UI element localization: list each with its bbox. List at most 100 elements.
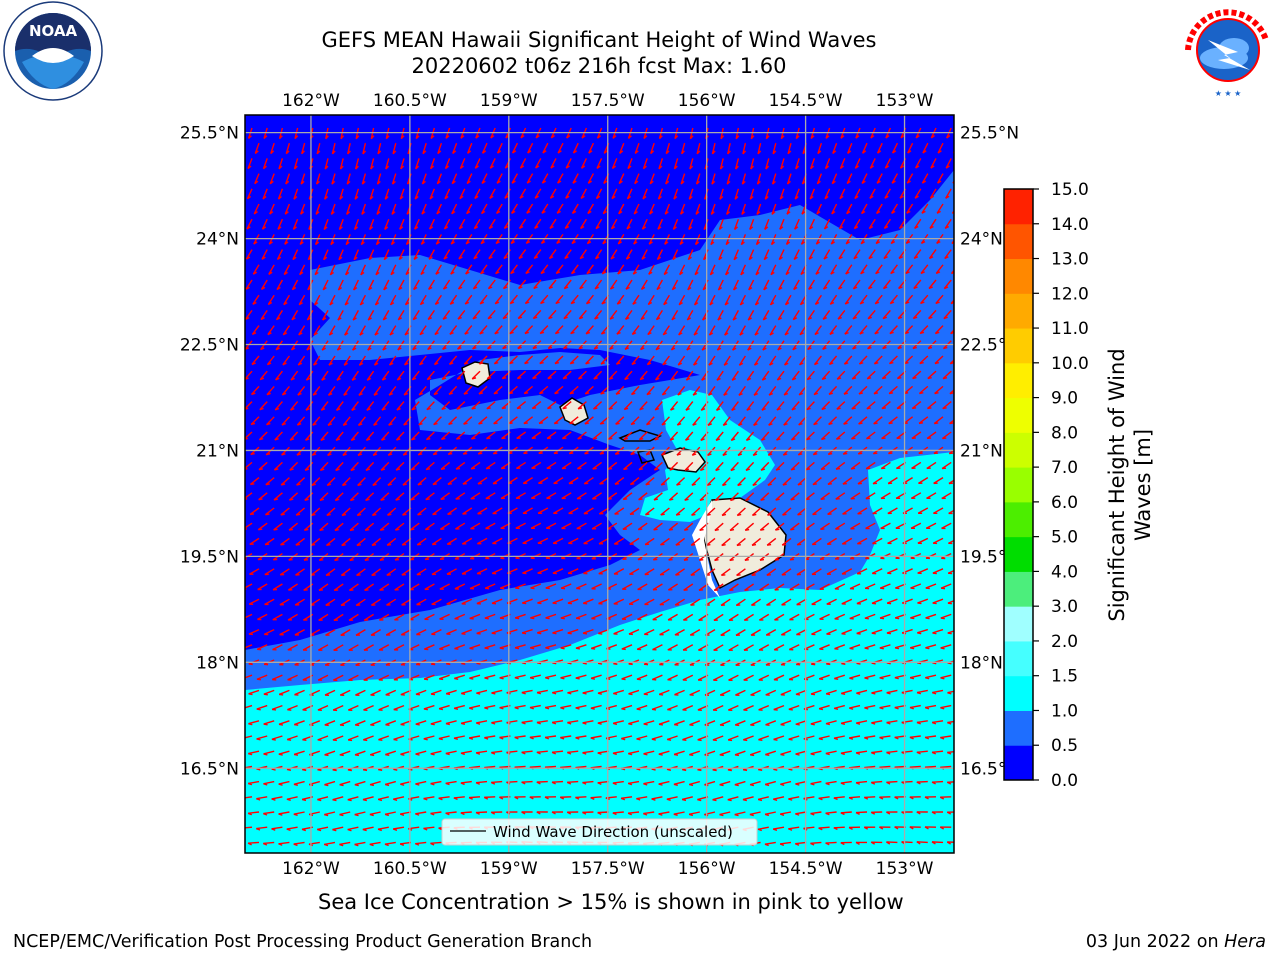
direction-arrow xyxy=(327,385,336,396)
direction-arrow-head xyxy=(890,271,895,275)
direction-arrow xyxy=(347,796,359,801)
direction-arrow-head xyxy=(723,423,728,427)
direction-arrow xyxy=(522,598,533,604)
direction-arrow-head xyxy=(555,271,561,275)
direction-arrow-head xyxy=(662,392,667,396)
direction-arrow xyxy=(920,294,929,304)
direction-arrow xyxy=(879,765,891,769)
direction-arrow-head xyxy=(867,316,873,320)
direction-arrow-head xyxy=(770,302,775,306)
direction-arrow-head xyxy=(399,843,405,846)
direction-arrow xyxy=(925,613,937,619)
direction-arrow-head xyxy=(256,827,261,831)
direction-arrow-head xyxy=(281,422,286,426)
direction-arrow-head xyxy=(702,317,707,321)
direction-arrow xyxy=(453,735,465,739)
direction-arrow-head xyxy=(312,453,317,456)
direction-arrow-head xyxy=(597,135,602,139)
colorbar-tick-label: 2.0 xyxy=(1051,632,1078,652)
direction-arrow-head xyxy=(600,422,605,425)
direction-arrow xyxy=(508,355,518,365)
direction-arrow xyxy=(809,188,816,200)
direction-arrow-head xyxy=(734,784,739,787)
direction-arrow xyxy=(825,689,837,695)
direction-arrow-head xyxy=(278,753,283,756)
direction-arrow-head xyxy=(452,150,457,155)
colorbar-bin xyxy=(1004,745,1033,781)
direction-arrow-head xyxy=(471,407,476,410)
direction-arrow xyxy=(580,158,588,169)
direction-arrow xyxy=(251,385,260,395)
direction-arrow xyxy=(551,780,564,783)
direction-arrow-head xyxy=(514,647,520,650)
direction-arrow xyxy=(652,613,663,621)
direction-arrow xyxy=(480,264,488,275)
direction-arrow xyxy=(652,583,663,591)
direction-arrow xyxy=(474,158,481,169)
direction-arrow xyxy=(445,720,457,725)
direction-arrow xyxy=(886,720,898,724)
direction-arrow-head xyxy=(886,692,891,695)
direction-arrow-head xyxy=(602,241,607,245)
direction-arrow-head xyxy=(658,723,664,726)
direction-arrow xyxy=(734,158,740,170)
direction-arrow-head xyxy=(570,301,576,305)
direction-arrow-head xyxy=(909,706,914,710)
direction-arrow-head xyxy=(918,422,924,425)
direction-arrow-head xyxy=(547,376,552,380)
direction-arrow xyxy=(291,310,299,321)
direction-arrow-head xyxy=(827,483,832,486)
direction-arrow xyxy=(882,309,891,320)
direction-arrow-head xyxy=(471,437,476,440)
direction-arrow xyxy=(889,294,898,305)
direction-arrow-head xyxy=(445,782,450,786)
direction-arrow xyxy=(795,750,807,755)
direction-arrow xyxy=(344,294,351,306)
direction-arrow-head xyxy=(679,241,684,246)
direction-arrow-head xyxy=(874,301,880,305)
direction-arrow xyxy=(750,127,755,139)
direction-arrow-head xyxy=(692,392,698,396)
direction-arrow xyxy=(446,598,457,605)
direction-arrow xyxy=(580,188,588,199)
direction-arrow xyxy=(669,431,679,441)
direction-arrow xyxy=(341,477,351,486)
direction-arrow xyxy=(625,279,633,290)
direction-arrow-head xyxy=(946,781,952,785)
direction-arrow-head xyxy=(519,195,524,199)
direction-arrow-head xyxy=(855,811,860,815)
direction-arrow-head xyxy=(587,241,592,245)
direction-arrow xyxy=(607,461,618,470)
direction-arrow xyxy=(510,264,518,274)
direction-arrow-head xyxy=(496,210,501,215)
direction-arrow xyxy=(338,218,344,230)
direction-arrow-head xyxy=(661,422,666,426)
direction-arrow-head xyxy=(518,286,523,290)
direction-arrow-head xyxy=(870,841,876,845)
direction-arrow-head xyxy=(256,708,261,711)
colorbar-label-line2: Waves [m] xyxy=(1131,429,1155,541)
direction-arrow xyxy=(245,704,253,709)
direction-arrow-head xyxy=(341,543,346,547)
direction-arrow xyxy=(256,704,268,710)
direction-arrow xyxy=(664,234,671,245)
direction-arrow xyxy=(796,537,807,546)
direction-arrow xyxy=(346,203,351,215)
direction-arrow-head xyxy=(835,467,841,470)
direction-arrow-head xyxy=(420,301,425,306)
direction-arrow xyxy=(675,507,686,516)
direction-arrow xyxy=(706,477,716,486)
direction-arrow xyxy=(850,522,861,530)
colorbar-tick-label: 14.0 xyxy=(1051,215,1089,235)
direction-arrow-head xyxy=(246,256,251,260)
direction-arrow-head xyxy=(839,165,845,170)
direction-arrow xyxy=(720,127,724,139)
direction-arrow xyxy=(300,203,306,215)
direction-arrow xyxy=(880,492,891,500)
direction-arrow-head xyxy=(859,362,864,365)
direction-arrow xyxy=(371,568,382,576)
direction-arrow xyxy=(876,142,883,154)
direction-arrow xyxy=(615,416,625,425)
direction-arrow-head xyxy=(952,211,954,214)
direction-arrow-head xyxy=(889,331,894,335)
